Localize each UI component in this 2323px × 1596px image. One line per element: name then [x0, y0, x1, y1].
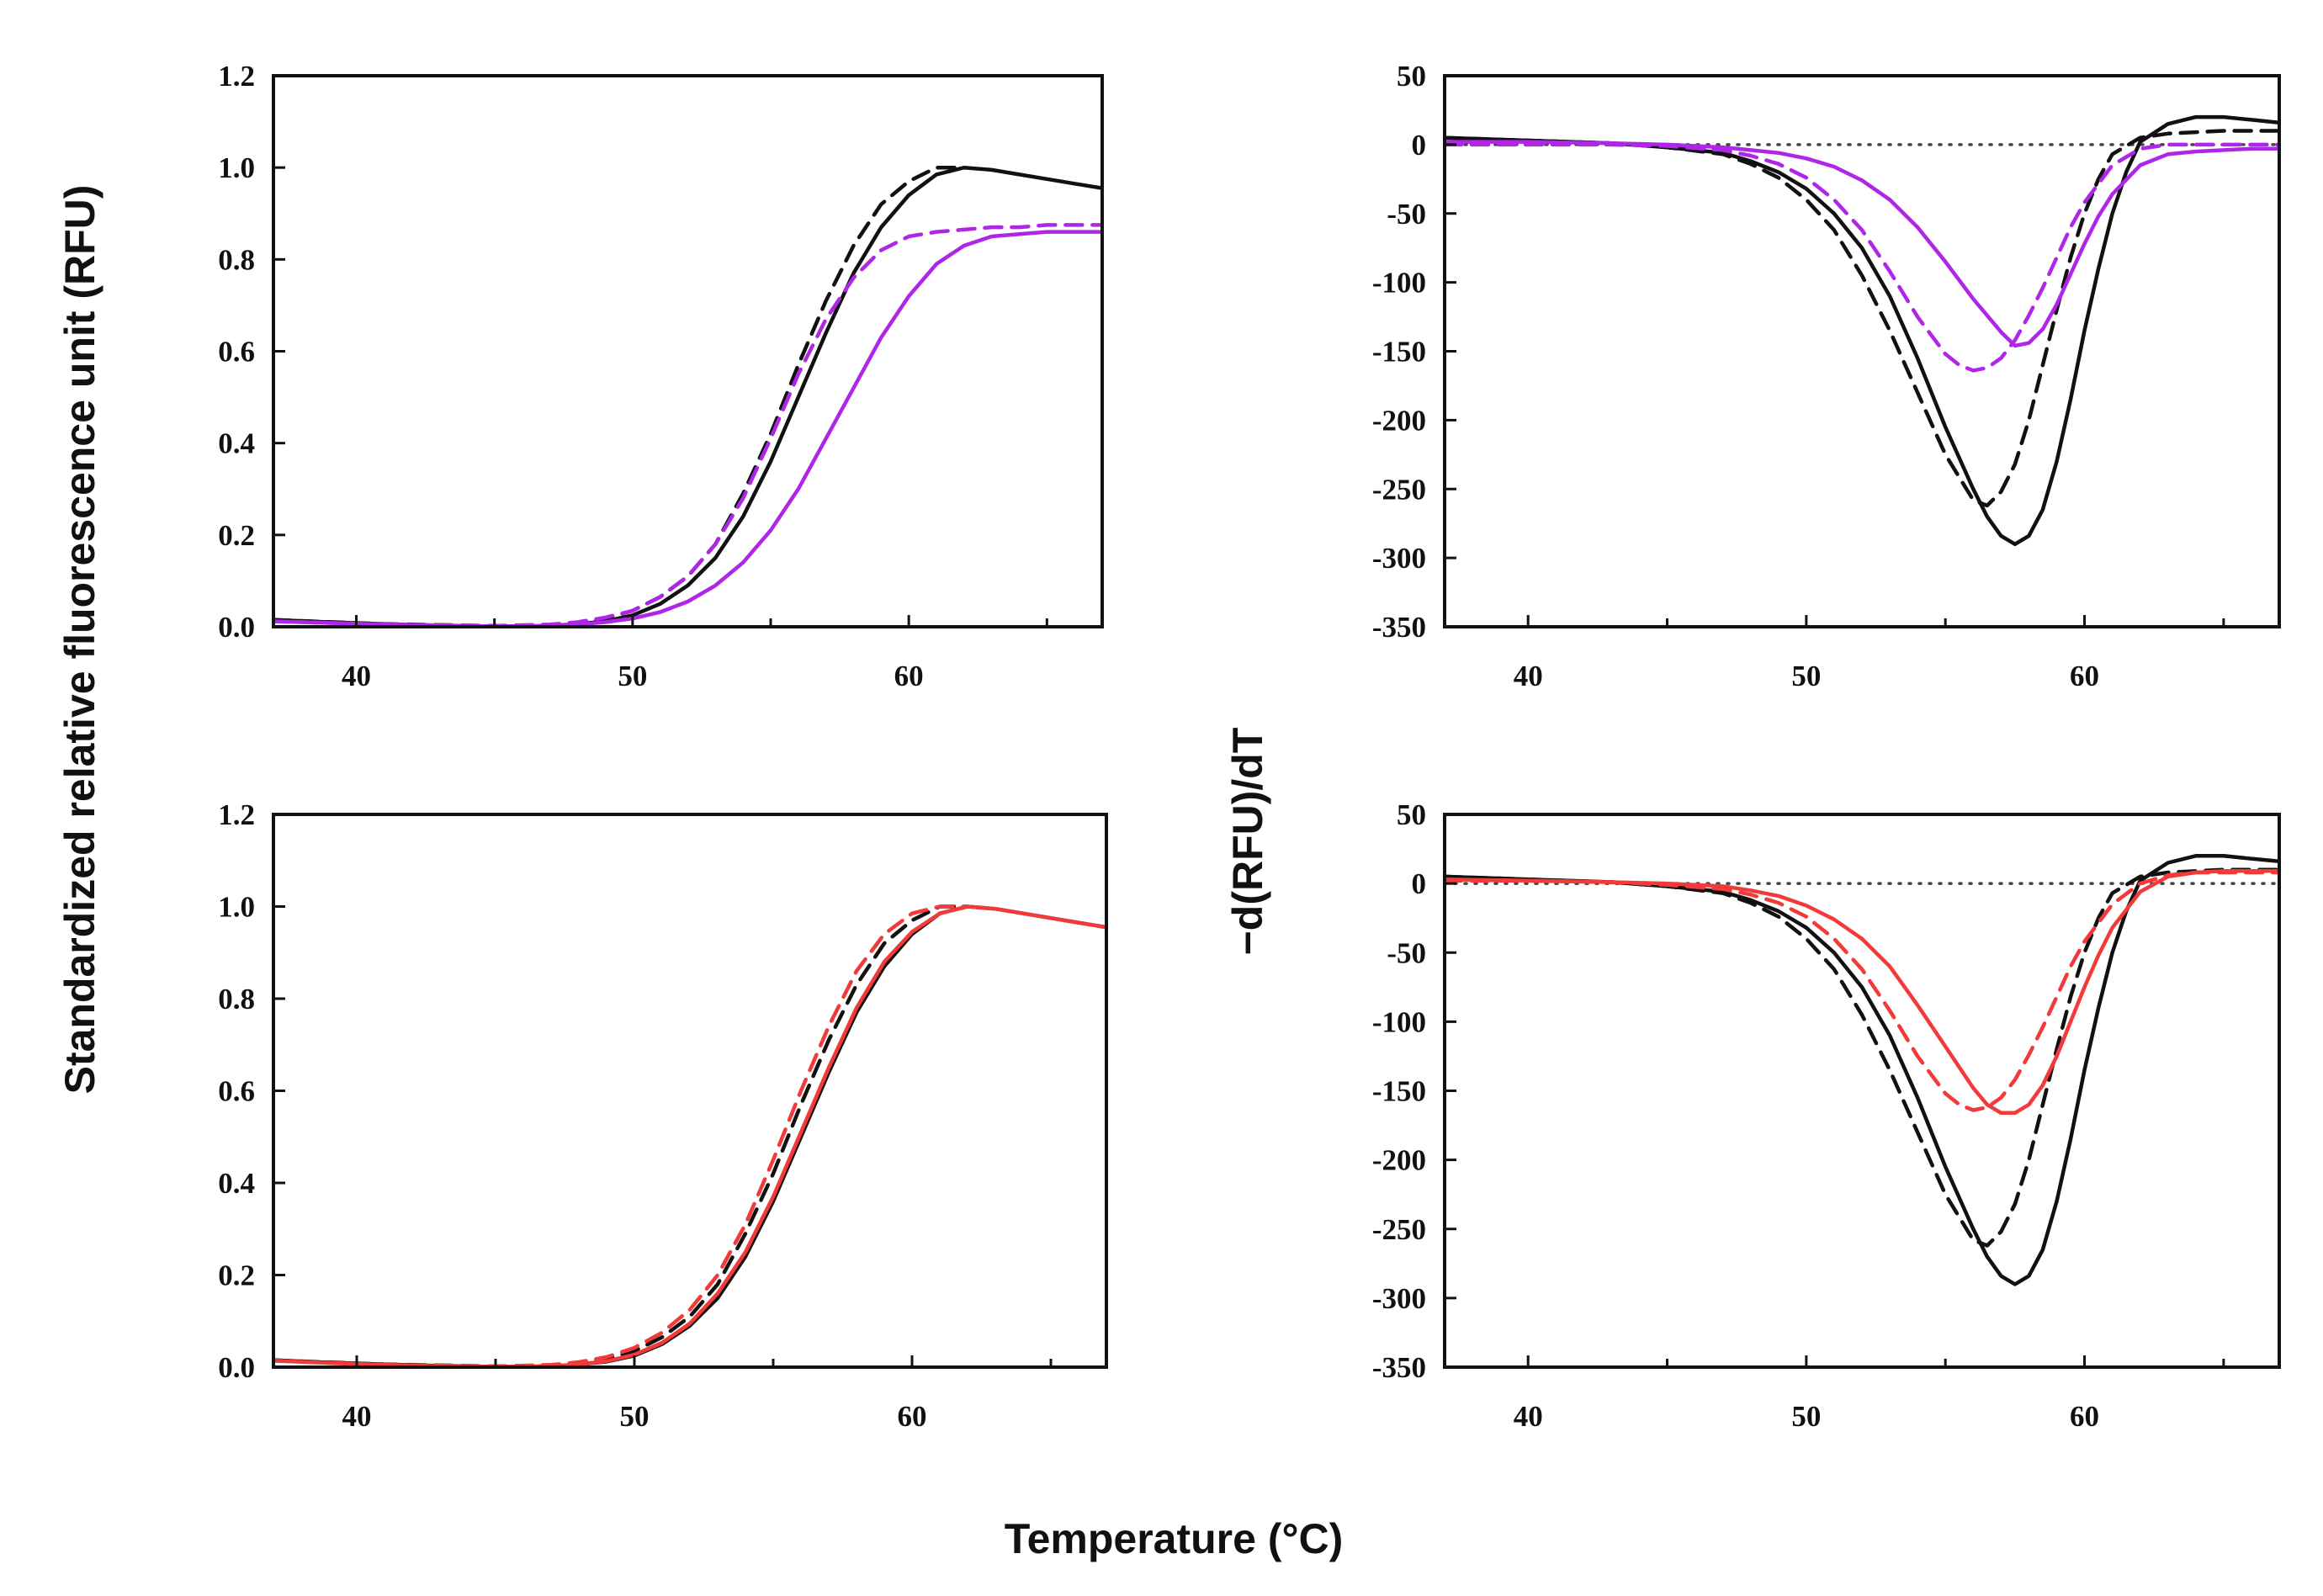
- y-tick-label: -100: [1372, 267, 1426, 300]
- series-line-purple-dashed: [273, 223, 1102, 627]
- panel-bottom-right: -350 -300 -250 -200 -150 -100 -50 0 50 40 50 60: [1372, 798, 2281, 1433]
- series-line-black-dashed: [273, 165, 967, 627]
- y-tick-label: 0.8: [218, 243, 255, 276]
- y-tick-label: 0: [1412, 129, 1427, 162]
- series-line-red-solid: [1445, 869, 2279, 1116]
- y-tick-label: -150: [1372, 1075, 1426, 1108]
- y-tick-label: 1.0: [218, 151, 255, 184]
- series-line-purple-dashed: [1445, 142, 2279, 373]
- y-tick-label: 50: [1397, 60, 1426, 93]
- x-tick-label: 40: [342, 660, 371, 692]
- y-tick-label: -350: [1372, 1351, 1426, 1384]
- y-axis-title-right: −d(RFU)/dT: [1224, 728, 1271, 956]
- y-tick-label: -350: [1372, 611, 1426, 644]
- x-tick-label: 40: [1514, 1400, 1543, 1433]
- x-tick-label: 50: [1791, 660, 1821, 692]
- x-tick-label: 60: [898, 1400, 927, 1433]
- series-line-purple-solid: [1445, 140, 2279, 348]
- x-tick-label: 60: [2070, 660, 2099, 692]
- panel-bottom-left: 0.0 0.2 0.4 0.6 0.8 1.0 1.2 40 50 60: [218, 798, 1108, 1433]
- y-tick-label: -250: [1372, 473, 1426, 506]
- series-line-red-dashed: [1445, 870, 2279, 1112]
- series-line-red-solid: [273, 904, 1106, 1367]
- x-tick-label: 60: [894, 660, 924, 692]
- y-tick-label: 0.2: [218, 1259, 255, 1292]
- y-tick-label: -250: [1372, 1213, 1426, 1246]
- y-tick-label: -50: [1387, 936, 1426, 969]
- x-tick-label: 40: [1514, 660, 1543, 692]
- y-tick-label: -50: [1387, 198, 1426, 231]
- y-tick-label: -200: [1372, 1144, 1426, 1177]
- y-tick-label: 0.6: [218, 336, 255, 369]
- x-tick-label: 40: [342, 1400, 372, 1433]
- series-line-purple-solid: [273, 230, 1102, 627]
- series-line-black-solid: [273, 904, 1106, 1367]
- series-line-red-dashed: [273, 904, 970, 1367]
- series-line-black-dashed: [1445, 129, 2279, 508]
- y-tick-label: 0: [1412, 867, 1427, 900]
- x-tick-label: 50: [1791, 1400, 1821, 1433]
- y-tick-label: -300: [1372, 542, 1426, 575]
- series-line-black-dashed: [1445, 867, 2279, 1248]
- y-tick-label: 1.2: [218, 60, 255, 93]
- y-tick-label: 50: [1397, 798, 1426, 831]
- series-line-black-solid: [1445, 854, 2279, 1286]
- panel-top-right: -350 -300 -250 -200 -150 -100 -50 0 50 40 50 60: [1372, 60, 2281, 692]
- y-tick-label: -200: [1372, 404, 1426, 437]
- series-line-black-solid: [1445, 114, 2279, 547]
- y-tick-label: 1.2: [218, 798, 255, 831]
- x-axis-title: Temperature (°C): [1005, 1515, 1343, 1562]
- plot-frame: [272, 74, 1104, 628]
- y-tick-label: 0.0: [218, 1351, 255, 1384]
- x-tick-label: 60: [2070, 1400, 2099, 1433]
- y-tick-label: 0.8: [218, 983, 255, 1015]
- y-tick-label: 0.4: [218, 1167, 255, 1200]
- plot-frame: [1443, 813, 2281, 1369]
- y-tick-label: -150: [1372, 336, 1426, 369]
- y-tick-label: -100: [1372, 1005, 1426, 1038]
- y-tick-label: 0.6: [218, 1075, 255, 1108]
- y-tick-label: 0.2: [218, 519, 255, 552]
- y-tick-label: 1.0: [218, 891, 255, 924]
- y-tick-label: 0.0: [218, 611, 255, 644]
- x-tick-label: 50: [620, 1400, 650, 1433]
- series-line-black-solid: [273, 165, 1102, 627]
- series-line-black-dashed: [273, 904, 970, 1367]
- x-tick-label: 50: [618, 660, 647, 692]
- panel-top-left: 0.0 0.2 0.4 0.6 0.8 1.0 1.2 40 50 60: [218, 60, 1104, 692]
- y-tick-label: 0.4: [218, 427, 255, 460]
- y-axis-title-left: Standardized relative fluorescence unit …: [56, 185, 103, 1095]
- plot-frame: [272, 813, 1108, 1369]
- y-tick-label: -300: [1372, 1282, 1426, 1315]
